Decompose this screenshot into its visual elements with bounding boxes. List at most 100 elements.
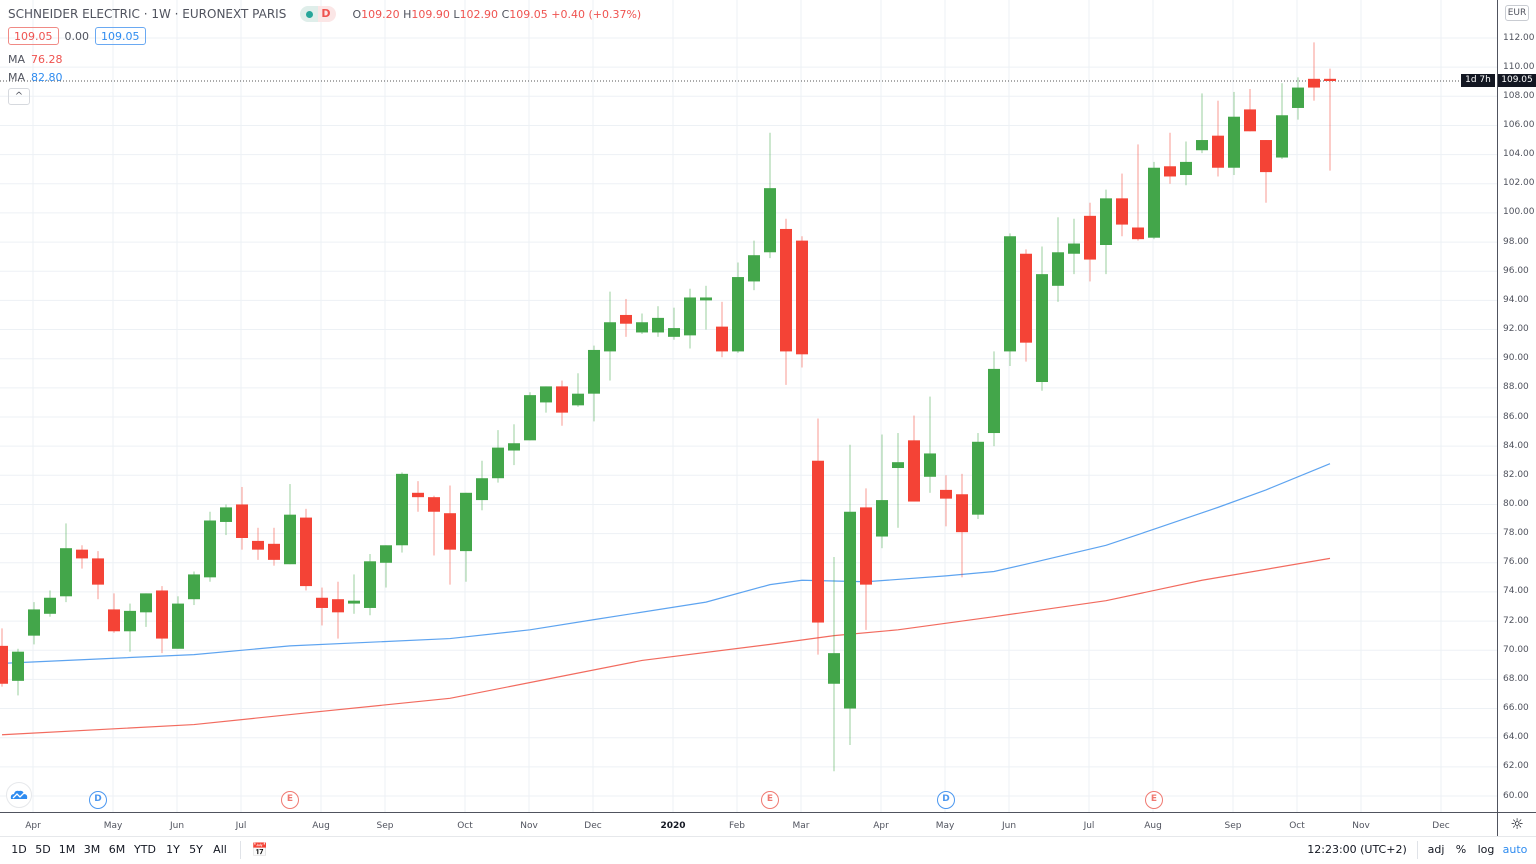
candle-down [796, 240, 808, 355]
log-toggle[interactable]: log [1477, 843, 1495, 856]
earnings-marker[interactable]: E [761, 791, 779, 809]
candle-up [876, 500, 888, 537]
percent-toggle[interactable]: % [1455, 843, 1467, 856]
price-chart[interactable] [0, 0, 1497, 812]
dividend-marker[interactable]: D [89, 791, 107, 809]
bottom-toolbar: 📅 12:23:00 (UTC+2) adj % log auto 1D 5D 1M… [0, 836, 1536, 864]
candle-up [188, 574, 200, 600]
candle-down [1260, 140, 1272, 173]
candle-down [1212, 135, 1224, 168]
candle-up [572, 393, 584, 406]
candle-up [380, 545, 392, 563]
candle-down [716, 326, 728, 352]
price-tick-label: 64.00 [1503, 732, 1529, 743]
price-tick-label: 66.00 [1503, 703, 1529, 714]
tradingview-logo-icon[interactable] [6, 782, 32, 808]
time-tick-label: Apr [25, 821, 41, 831]
price-tick-label: 70.00 [1503, 644, 1529, 655]
candle-up [44, 597, 56, 614]
candle-down [252, 540, 264, 550]
range-button-5y[interactable]: 5Y [189, 843, 203, 856]
candle-up [476, 478, 488, 501]
range-button-1m[interactable]: 1M [58, 843, 76, 856]
candle-up [1292, 87, 1304, 108]
candle-up [60, 548, 72, 597]
candle-up [492, 447, 504, 479]
candle-up [540, 386, 552, 403]
candle-down [1244, 109, 1256, 132]
candle-down [444, 513, 456, 550]
market-status-badge[interactable]: D [300, 6, 337, 22]
candle-up [588, 349, 600, 394]
time-axis[interactable]: Apr May Jun Jul Aug Sep Oct Nov Dec 2020 Feb Mar Apr… [0, 812, 1497, 836]
candle-up [844, 511, 856, 709]
price-tick-label: 80.00 [1503, 498, 1529, 509]
time-tick-label: Feb [729, 821, 745, 831]
candle-down [316, 597, 328, 608]
candle-up [12, 651, 24, 681]
earnings-marker[interactable]: E [281, 791, 299, 809]
candle-down [1324, 78, 1336, 82]
candle-down [812, 460, 824, 623]
candle-up [348, 600, 360, 604]
candle-down [76, 549, 88, 559]
ma-legend-1[interactable]: MA 76.28 [8, 53, 63, 66]
ma-legend-2[interactable]: MA 82.80 [8, 71, 63, 84]
candle-up [460, 492, 472, 552]
time-tick-label: May [103, 821, 123, 831]
range-button-6m[interactable]: 6M [108, 843, 126, 856]
price-tick-label: 84.00 [1503, 440, 1529, 451]
candle-up [1228, 116, 1240, 168]
currency-label[interactable]: EUR [1505, 5, 1529, 21]
chevron-up-icon[interactable]: ^ [8, 88, 30, 105]
clock-timezone[interactable]: 12:23:00 (UTC+2) [1307, 843, 1407, 856]
range-button-5d[interactable]: 5D [35, 843, 51, 856]
range-button-ytd[interactable]: YTD [134, 843, 156, 856]
buy-button[interactable]: 109.05 [95, 27, 146, 45]
range-button-3m[interactable]: 3M [83, 843, 101, 856]
sell-button[interactable]: 109.05 [8, 27, 59, 45]
adj-toggle[interactable]: adj [1427, 843, 1445, 856]
calendar-goto-icon[interactable]: 📅 [251, 843, 269, 858]
candle-up [140, 593, 152, 613]
candle-down [1084, 215, 1096, 260]
candle-up [1004, 236, 1016, 352]
candle-down [268, 543, 280, 560]
candle-up [1052, 252, 1064, 286]
dividend-marker[interactable]: D [937, 791, 955, 809]
candle-up [684, 297, 696, 336]
price-tick-label: 68.00 [1503, 673, 1529, 684]
candle-down [300, 517, 312, 587]
candle-up [1036, 274, 1048, 383]
earnings-marker[interactable]: E [1145, 791, 1163, 809]
candle-up [764, 188, 776, 253]
candle-up [1180, 161, 1192, 176]
candle-down [412, 492, 424, 498]
symbol-title[interactable]: SCHNEIDER ELECTRIC · 1W · EURONEXT PARIS [8, 7, 287, 21]
price-tick-label: 82.00 [1503, 469, 1529, 480]
time-tick-label: Sep [1224, 821, 1242, 831]
price-tick-label: 76.00 [1503, 557, 1529, 568]
time-tick-label: Apr [873, 821, 889, 831]
time-tick-label: Mar [792, 821, 810, 831]
candle-down [1164, 166, 1176, 177]
candle-down [0, 645, 8, 684]
candle-up [284, 514, 296, 565]
range-button-1y[interactable]: 1Y [166, 843, 180, 856]
price-tick-label: 110.00 [1503, 61, 1535, 72]
candle-down [108, 609, 120, 632]
price-axis[interactable] [1497, 0, 1536, 812]
candle-down [1308, 78, 1320, 88]
time-tick-label: 2020 [660, 821, 686, 831]
candle-down [908, 440, 920, 502]
range-button-1d[interactable]: 1D [11, 843, 27, 856]
spread: 0.00 [64, 29, 90, 43]
auto-toggle[interactable]: auto [1502, 843, 1528, 856]
candle-down [556, 386, 568, 413]
price-tick-label: 94.00 [1503, 294, 1529, 305]
range-button-all[interactable]: All [213, 843, 227, 856]
candle-down [1116, 198, 1128, 225]
candle-up [972, 441, 984, 515]
time-tick-label: Oct [1289, 821, 1305, 831]
gear-icon[interactable]: ☼ [1497, 812, 1536, 836]
